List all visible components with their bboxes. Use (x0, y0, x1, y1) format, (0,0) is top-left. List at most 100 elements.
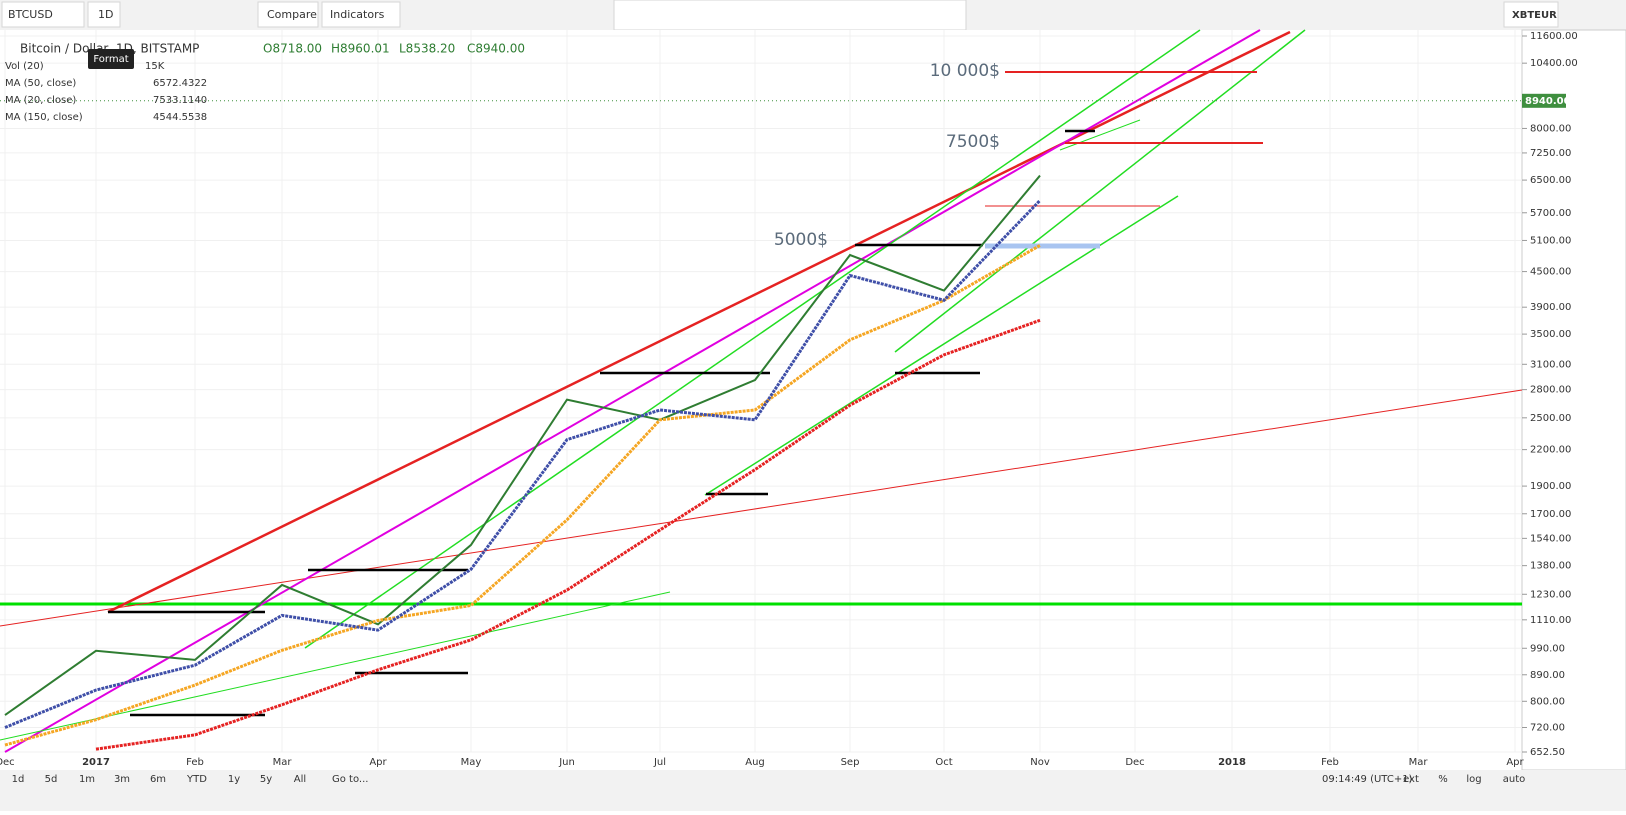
y-tick-label: 1540.00 (1530, 533, 1571, 544)
y-tick-label: 2200.00 (1530, 445, 1571, 456)
symbol-box[interactable] (1, 1, 85, 28)
trend-line (304, 29, 1201, 649)
plot-area (0, 30, 1522, 770)
scale-option[interactable]: log (1466, 774, 1481, 785)
y-tick-label: 8000.00 (1530, 123, 1571, 134)
y-tick-label: 5700.00 (1530, 208, 1571, 219)
scale-option[interactable]: auto (1503, 774, 1526, 785)
trend-line (0, 389, 1523, 627)
range-button[interactable]: YTD (186, 774, 207, 785)
drawing-tools[interactable] (613, 0, 967, 31)
x-tick-label: Nov (1030, 757, 1050, 768)
x-tick-label: Aug (745, 757, 765, 768)
y-tick-label: 7250.00 (1530, 148, 1571, 159)
y-tick-label: 652.50 (1530, 747, 1565, 758)
series-line (95, 318, 1041, 751)
range-button[interactable]: 5y (260, 774, 272, 785)
last-price-badge (1522, 93, 1566, 108)
x-tick-label: Jul (653, 757, 666, 768)
trend-line (107, 30, 1291, 614)
range-button[interactable]: All (294, 774, 306, 785)
y-tick-label: 1230.00 (1530, 589, 1571, 600)
x-tick-label: Oct (935, 757, 952, 768)
ohlc-value: L8538.20 (399, 42, 455, 56)
indicators-box[interactable] (321, 1, 401, 28)
y-tick-label: 2800.00 (1530, 385, 1571, 396)
y-tick-label: 1380.00 (1530, 561, 1571, 572)
x-tick-label: 2017 (82, 757, 110, 768)
interval[interactable]: 1D (98, 8, 113, 21)
y-tick-label: 6500.00 (1530, 175, 1571, 186)
clock: 09:14:49 (UTC+1) (1322, 774, 1413, 785)
range-button[interactable]: 1m (79, 774, 95, 785)
y-tick-label: 11600.00 (1530, 31, 1578, 42)
x-tick-label: Sep (841, 757, 860, 768)
y-tick-label: 2500.00 (1530, 413, 1571, 424)
x-tick-label: May (461, 757, 482, 768)
range-button[interactable]: 1y (228, 774, 240, 785)
y-tick-label: 3100.00 (1530, 359, 1571, 370)
y-tick-label: 3900.00 (1530, 302, 1571, 313)
series-line (4, 199, 1042, 729)
x-tick-label: Feb (186, 757, 204, 768)
y-tick-label: 800.00 (1530, 696, 1565, 707)
symbol[interactable]: BTCUSD (8, 8, 53, 21)
range-button[interactable]: 3m (114, 774, 130, 785)
compare-box[interactable] (257, 1, 319, 28)
x-tick-label: 2018 (1218, 757, 1246, 768)
y-tick-label: 1110.00 (1530, 615, 1571, 626)
study-value: 7533.1140 (153, 95, 207, 106)
x-tick-label: Dec (1125, 757, 1144, 768)
x-tick-label: Mar (1409, 757, 1429, 768)
scale-option[interactable]: ext (1403, 774, 1419, 785)
currency-box[interactable] (1503, 1, 1559, 28)
y-tick-label: 3500.00 (1530, 329, 1571, 340)
y-tick-label: 990.00 (1530, 643, 1565, 654)
y-tick-label: 720.00 (1530, 723, 1565, 734)
price-axis (1521, 29, 1626, 771)
range-button[interactable]: 5d (45, 774, 58, 785)
bottom-bar (0, 770, 1626, 811)
study-value: 15K (145, 61, 165, 72)
tooltip: Format (93, 54, 128, 65)
annotation: 5000$ (774, 230, 828, 250)
range-button[interactable]: 6m (150, 774, 166, 785)
y-tick-label: 1700.00 (1530, 509, 1571, 520)
x-tick-label: Jun (558, 757, 575, 768)
study-name: MA (50, close) (5, 78, 76, 89)
y-tick-label: 4500.00 (1530, 267, 1571, 278)
study-value: 6572.4322 (153, 78, 207, 89)
y-tick-label: 10400.00 (1530, 58, 1578, 69)
last-price-label: 8940.00 (1525, 96, 1571, 107)
trend-line (4, 29, 1261, 753)
y-tick-label: 890.00 (1530, 670, 1565, 681)
annotation: 7500$ (946, 132, 1000, 152)
tooltip-box (88, 49, 134, 69)
trend-line (1059, 119, 1141, 151)
x-tick-label: Mar (273, 757, 293, 768)
x-tick-label: Feb (1321, 757, 1339, 768)
study-name: MA (150, close) (5, 112, 83, 123)
currency[interactable]: XBTEUR (1512, 10, 1557, 21)
y-tick-label: 1900.00 (1530, 481, 1571, 492)
trend-line (894, 29, 1306, 353)
ohlc-value: H8960.01 (331, 42, 390, 56)
study-value: 4544.5538 (153, 112, 207, 123)
legend-title: Bitcoin / Dollar, 1D, BITSTAMP (20, 42, 199, 56)
goto-button[interactable]: Go to... (332, 774, 368, 785)
range-button[interactable]: 1d (12, 774, 25, 785)
indicators[interactable]: Indicators (330, 8, 385, 21)
y-tick-label: 5100.00 (1530, 235, 1571, 246)
x-tick-label: Apr (1506, 757, 1524, 768)
series-line (4, 174, 1041, 716)
ohlc-value: O8718.00 (263, 42, 322, 56)
series-line (4, 244, 1041, 747)
x-tick-label: Dec (0, 757, 15, 768)
study-name: Vol (20) (5, 61, 44, 72)
study-name: MA (20, close) (5, 95, 76, 106)
scale-option[interactable]: % (1438, 774, 1448, 785)
ohlc-value: C8940.00 (467, 42, 525, 56)
interval-box[interactable] (87, 1, 121, 28)
compare[interactable]: Compare (267, 8, 317, 21)
